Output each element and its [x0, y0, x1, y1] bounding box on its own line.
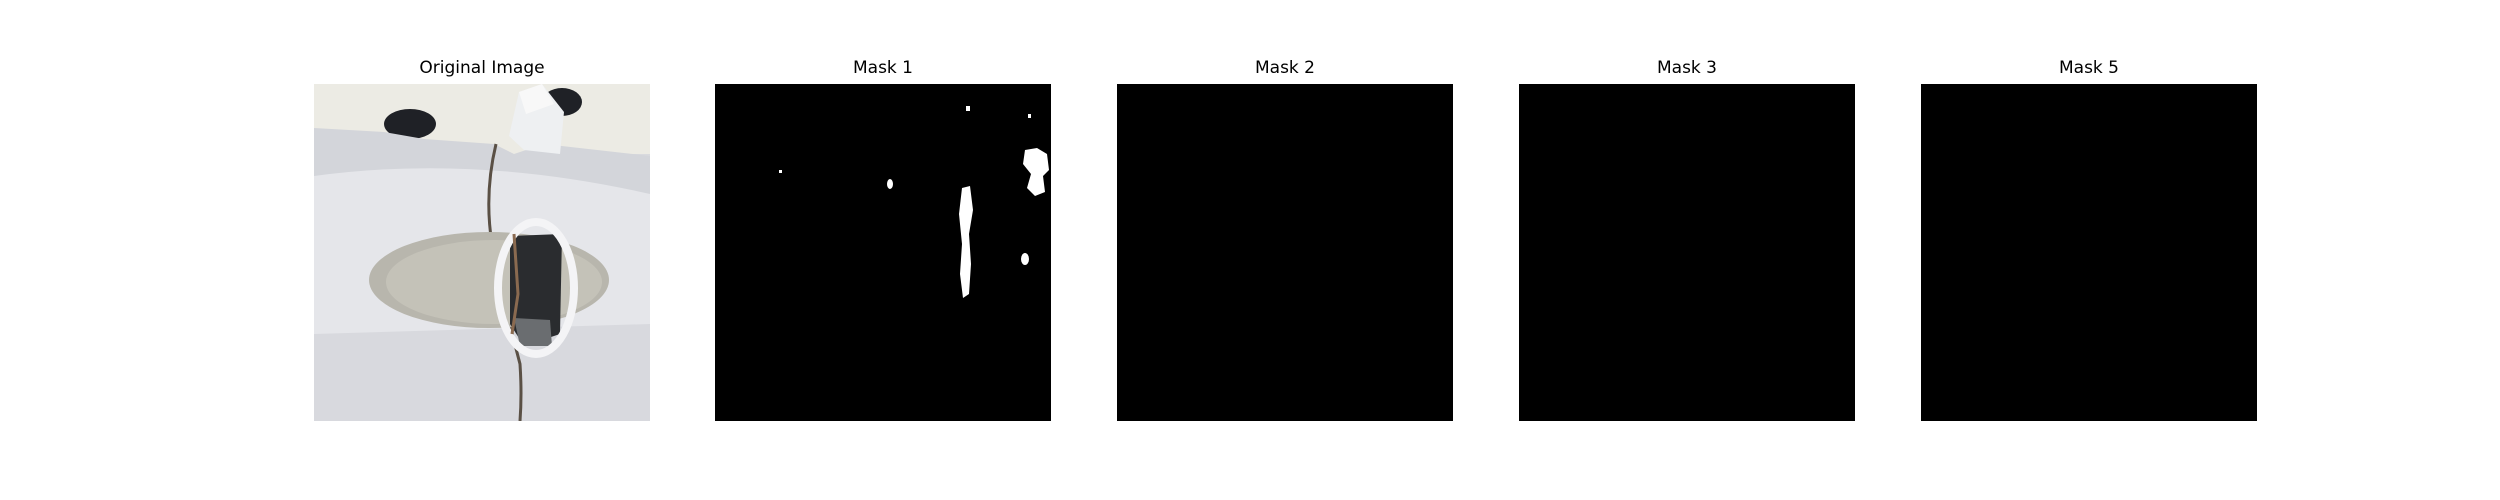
panel-title: Mask 3	[1656, 58, 1717, 78]
mask-image	[715, 84, 1051, 421]
mask-image	[1117, 84, 1453, 421]
panel-mask-2: Mask 2	[1117, 0, 1453, 500]
mask-image	[1519, 84, 1855, 421]
original-photo	[314, 84, 650, 421]
panel-original-image: Original Image	[314, 0, 650, 500]
panel-title: Mask 1	[852, 58, 913, 78]
panel-mask-5: Mask 5	[1921, 0, 2257, 500]
panel-mask-1: Mask 1	[715, 0, 1051, 500]
panel-title: Original Image	[419, 58, 545, 78]
mask-image	[1921, 84, 2257, 421]
panel-title: Mask 2	[1254, 58, 1315, 78]
panel-title: Mask 5	[2058, 58, 2119, 78]
panel-mask-3: Mask 3	[1519, 0, 1855, 500]
